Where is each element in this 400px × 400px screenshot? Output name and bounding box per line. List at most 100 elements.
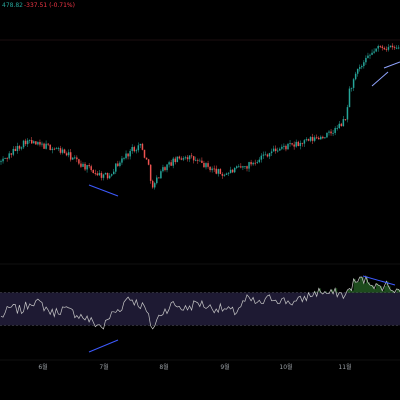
candle-body	[248, 162, 250, 169]
candle-body	[385, 49, 388, 51]
x-tick-label: 9월	[220, 363, 229, 371]
x-tick-label: 7월	[99, 363, 108, 371]
candle-body	[8, 153, 10, 159]
candle-body	[45, 143, 47, 149]
candle-body	[186, 157, 189, 160]
candle-body	[336, 127, 338, 129]
candle-body	[76, 157, 78, 160]
candle-body	[309, 137, 312, 141]
candle-body	[145, 157, 148, 160]
candle-body	[213, 168, 215, 170]
candle-body	[383, 47, 386, 50]
candle-body	[295, 141, 297, 147]
candle-body	[324, 137, 326, 139]
candle-body	[283, 145, 285, 147]
candle-body	[258, 159, 261, 163]
candle-body	[344, 119, 347, 120]
rsi-divergence-line	[362, 275, 396, 286]
candle-body	[33, 141, 35, 144]
candle-body	[16, 146, 19, 152]
candle-body	[229, 169, 232, 173]
candle-body	[125, 153, 127, 159]
candle-body	[311, 137, 314, 141]
candle-body	[313, 137, 316, 141]
candle-body	[106, 173, 109, 179]
candle-body	[149, 164, 152, 181]
candle-body	[219, 169, 222, 175]
candle-body	[326, 132, 328, 138]
candle-body	[318, 137, 320, 140]
candle-body	[72, 157, 74, 160]
candle-body	[2, 158, 4, 162]
candle-body	[164, 167, 166, 171]
candle-body	[233, 167, 236, 173]
candle-body	[129, 150, 131, 157]
candle-body	[84, 163, 86, 170]
candle-body	[266, 154, 269, 157]
candle-body	[162, 167, 164, 172]
candle-body	[43, 143, 45, 149]
candle-body	[350, 87, 353, 89]
candle-body	[131, 147, 133, 151]
candle-body	[96, 173, 99, 176]
candle-body	[221, 174, 224, 176]
candle-body	[223, 174, 226, 176]
candle-body	[195, 159, 197, 161]
candle-body	[174, 158, 176, 163]
candle-body	[115, 163, 117, 172]
candle-body	[359, 67, 361, 69]
candle-body	[67, 152, 70, 156]
candle-body	[315, 137, 318, 139]
candle-body	[287, 143, 289, 150]
candle-body	[160, 171, 162, 179]
candle-body	[6, 158, 8, 159]
candle-body	[197, 159, 199, 161]
candle-body	[192, 156, 195, 161]
rsi-divergence-line	[88, 339, 119, 353]
candle-body	[367, 55, 369, 58]
candle-body	[231, 169, 234, 173]
candle-body	[260, 155, 263, 160]
candle-body	[166, 164, 168, 171]
candle-body	[274, 148, 277, 152]
price-readout: 478.82	[2, 2, 23, 9]
candle-body	[31, 140, 33, 144]
candle-body	[354, 73, 357, 80]
candle-body	[133, 147, 135, 152]
candle-body	[49, 144, 51, 150]
candle-body	[215, 168, 217, 174]
candle-body	[307, 139, 310, 141]
candle-body	[0, 161, 2, 163]
candle-body	[252, 162, 254, 165]
candle-body	[270, 151, 273, 154]
candle-body	[268, 153, 271, 157]
candle-body	[143, 149, 146, 158]
candle-body	[110, 174, 113, 176]
x-tick-label: 8월	[159, 363, 168, 371]
candle-body	[272, 148, 275, 152]
candle-body	[102, 174, 105, 178]
candle-body	[199, 160, 201, 162]
candle-body	[127, 153, 129, 157]
candle-body	[352, 79, 355, 88]
candle-body	[289, 143, 291, 145]
candle-body	[51, 148, 53, 150]
candle-body	[346, 107, 349, 120]
candle-body	[63, 149, 66, 154]
candle-body	[369, 54, 371, 56]
candle-body	[158, 177, 160, 179]
x-tick-label: 11월	[338, 363, 351, 371]
candle-body	[57, 148, 60, 149]
candle-body	[397, 47, 400, 49]
candle-body	[297, 141, 299, 147]
candle-body	[393, 47, 396, 49]
rsi-line	[0, 275, 400, 330]
candle-body	[61, 149, 64, 153]
candle-body	[78, 159, 80, 164]
candle-body	[88, 165, 90, 167]
price-divergence-line	[383, 61, 400, 69]
candle-body	[12, 148, 15, 155]
candle-body	[375, 48, 377, 52]
